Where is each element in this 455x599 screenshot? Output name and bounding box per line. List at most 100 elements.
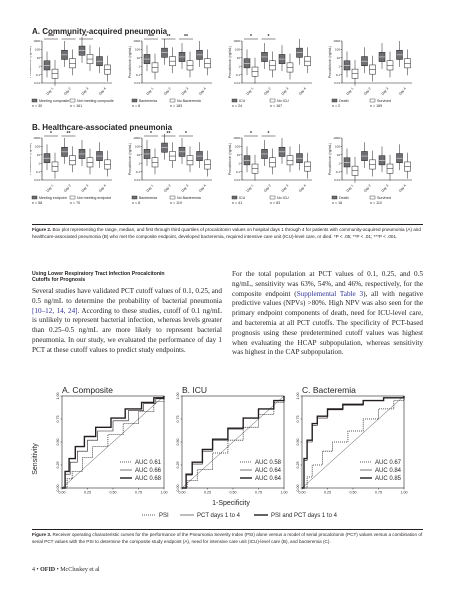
legend-n: n = 8 <box>132 201 140 205</box>
legend-swatch <box>131 195 138 200</box>
y-axis-label: Procalcitonin (ng/mL) <box>30 143 32 175</box>
x-tick-label: 0.50 <box>230 491 237 495</box>
y-tick-label: 100 <box>35 48 40 52</box>
day-label: Day 4 <box>298 184 307 193</box>
section-heading-line-2: Cutoffs for Prognosis <box>32 277 86 284</box>
x-tick-label: 0.25 <box>324 491 331 495</box>
legend-pct-label: PCT days 1 to 4 <box>197 513 241 519</box>
legend-n: n = 167 <box>270 104 282 108</box>
figure-2-caption: Figure 2. Box plot representing the rang… <box>32 227 423 240</box>
day-label: Day 3 <box>181 184 190 193</box>
legend-label: No ICU <box>277 196 289 200</box>
y-tick-label: 1 <box>238 64 240 68</box>
day-label: Day 2 <box>263 87 272 96</box>
reference-diagonal <box>61 395 165 489</box>
y-tick-label: 10 <box>137 153 141 157</box>
legend-swatch <box>369 98 376 103</box>
right-paragraph: For the total population at PCT values o… <box>232 270 423 358</box>
x-tick-label: 0.50 <box>110 491 117 495</box>
section-heading: Using Lower Respiratory Tract Infection … <box>32 271 165 284</box>
legend-n: n = 83 <box>270 201 280 205</box>
y-tick-label: 0.01 <box>34 178 40 182</box>
day-label: Day 1 <box>146 184 155 193</box>
day-label: Day 4 <box>98 87 107 96</box>
x-tick-label: 1.00 <box>401 491 408 495</box>
legend-swatch <box>269 195 276 200</box>
y-tick-label: 1000 <box>333 136 340 140</box>
auc-label: AUC 0.85 <box>375 476 402 482</box>
legend-label: Bacteremia <box>139 99 157 103</box>
roc-curve-dotted <box>302 396 405 489</box>
auc-label: AUC 0.64 <box>255 476 282 482</box>
y-tick-label: 1000 <box>233 39 240 43</box>
figure-3-caption-text: Receiver operating characteristic curves… <box>32 532 423 544</box>
y-tick-label: 1 <box>238 161 240 165</box>
reference-diagonal <box>181 395 285 489</box>
y-tick-label: 100 <box>235 145 240 149</box>
y-tick-label: 1000 <box>133 136 140 140</box>
reference-link[interactable]: [10–12, 14, 24] <box>32 306 78 315</box>
y-tick-label: 0.00 <box>56 485 60 492</box>
y-tick-label: 10 <box>337 153 341 157</box>
y-tick-label: 1.00 <box>296 393 300 400</box>
figure-3-caption: Figure 3. Receiver operating characteris… <box>32 532 423 545</box>
supplemental-table-link[interactable]: Supplemental Table 3 <box>296 289 364 298</box>
legend-label: No ICU <box>277 99 289 103</box>
x-tick-label: 1.00 <box>161 491 168 495</box>
day-label: Day 1 <box>246 184 255 193</box>
legend-label: Death <box>339 196 349 200</box>
day-label: Day 2 <box>63 184 72 193</box>
legend-n: n = 41 <box>232 201 242 205</box>
legend-swatch <box>331 98 338 103</box>
legend-n: n = 119 <box>170 201 182 205</box>
y-tick-label: 10 <box>337 56 341 60</box>
y-tick-label: 0.00 <box>296 485 300 492</box>
figure-2: A. Community-acquired pneumonia 1000 100 1… <box>30 27 412 205</box>
y-tick-label: 0.01 <box>234 81 240 85</box>
day-label: Day 1 <box>146 87 155 96</box>
legend-label: Not meeting endpoint <box>77 196 111 200</box>
y-tick-label: 100 <box>35 145 40 149</box>
x-tick-label: 0.00 <box>299 491 306 495</box>
day-label: Day 2 <box>63 87 72 96</box>
day-label: Day 3 <box>381 87 390 96</box>
day-label: Day 3 <box>281 87 290 96</box>
legend-psi-label: PSI <box>159 513 169 519</box>
footer-authors: • McCluskey et al <box>56 567 100 573</box>
auc-label: AUC 0.61 <box>135 460 162 466</box>
y-tick-label: 100 <box>335 145 340 149</box>
significance-marker: * <box>150 131 152 137</box>
significance-marker: ** <box>184 34 188 40</box>
y-tick-label: 0.50 <box>56 439 60 446</box>
legend-n: n = 70 <box>70 201 80 205</box>
reference-diagonal <box>301 395 405 489</box>
panel-b-title: B. Healthcare-associated pneumonia <box>32 123 173 132</box>
roc-panel: C. Bacteremia 0.000.00 0.25 0.25 0.50 0.50 0.7… <box>296 385 408 495</box>
legend-n: n = 2 <box>332 104 340 108</box>
y-tick-label: 0.1 <box>336 73 341 77</box>
y-tick-label: 1 <box>38 64 40 68</box>
auc-label: AUC 0.67 <box>375 460 402 466</box>
legend-n: n = 110 <box>370 201 382 205</box>
y-tick-label: 0.50 <box>176 439 180 446</box>
auc-label: AUC 0.58 <box>255 460 282 466</box>
y-axis-label: Procalcitonin (ng/mL) <box>128 46 132 78</box>
day-label: Day 2 <box>263 184 272 193</box>
y-tick-label: 10 <box>37 56 41 60</box>
roc-curve-dotted <box>62 396 165 489</box>
auc-label: AUC 0.64 <box>255 468 282 474</box>
journal-name: OFID <box>40 567 56 573</box>
roc-panel-title: B. ICU <box>182 385 207 395</box>
legend-label: No Bacteremia <box>177 196 201 200</box>
y-axis-label: Procalcitonin (ng/mL) <box>328 46 332 78</box>
legend-label: Survived <box>377 196 391 200</box>
day-label: Day 2 <box>363 87 372 96</box>
y-tick-label: 100 <box>335 48 340 52</box>
left-paragraph-text-1: Several studies have validated PCT cutof… <box>32 287 222 305</box>
legend-label: Death <box>339 99 349 103</box>
y-tick-label: 0.75 <box>296 416 300 423</box>
